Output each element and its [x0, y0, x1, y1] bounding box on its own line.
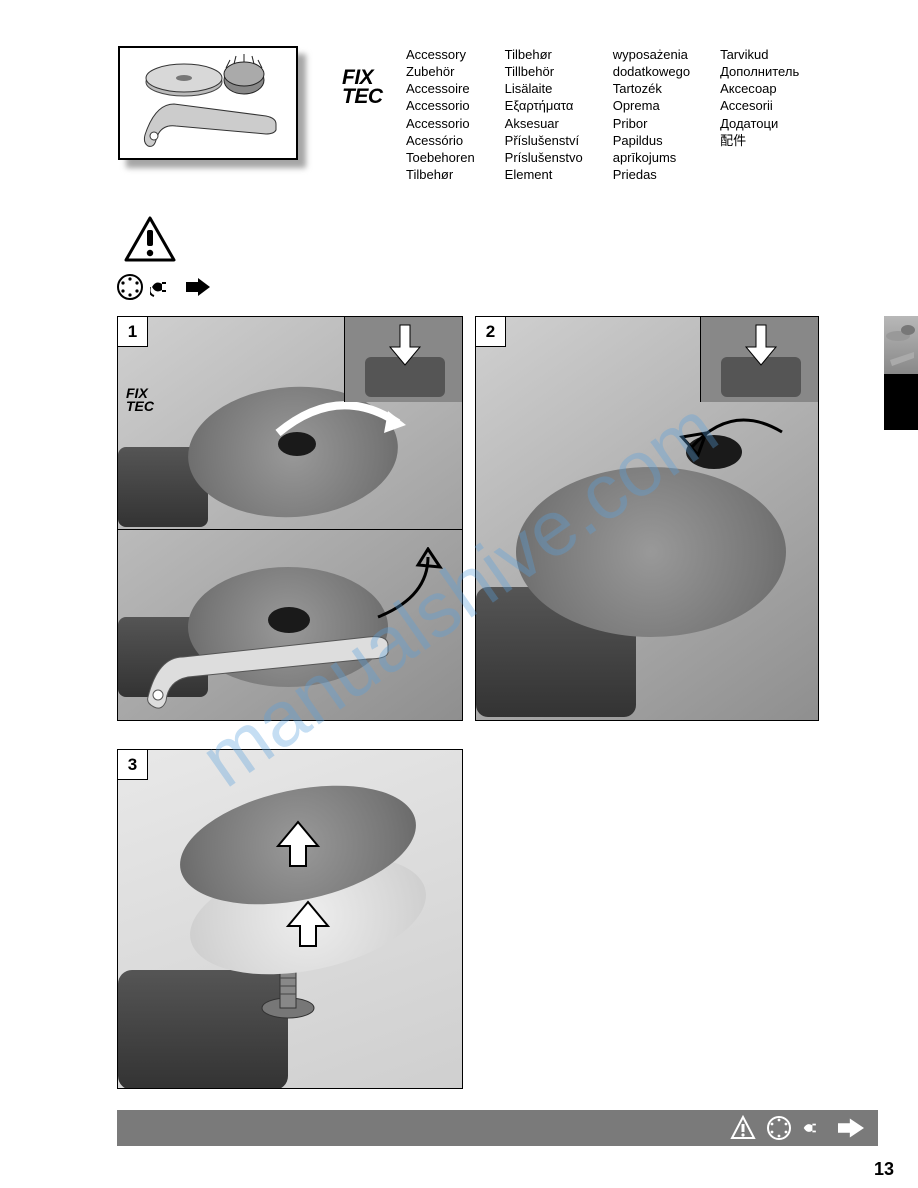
warning-triangle-icon	[124, 216, 176, 262]
arrow-right-icon	[186, 278, 210, 296]
lang-item: Příslušenství	[505, 132, 583, 149]
up-arrow-icon	[268, 820, 328, 870]
lang-item: dodatkowego	[613, 63, 690, 80]
lang-item: Accessory	[406, 46, 475, 63]
spanner-icon	[128, 607, 408, 717]
lang-item: Tartozék	[613, 80, 690, 97]
dial-icon	[766, 1115, 792, 1141]
lang-item: Lisälaite	[505, 80, 583, 97]
safety-icons	[116, 216, 210, 301]
dial-icon	[116, 273, 144, 301]
arrow-right-icon	[838, 1115, 864, 1141]
fixtec-logo-small: FIX TEC	[126, 387, 154, 412]
lang-col-3: wyposażenia dodatkowego Tartozék Oprema …	[613, 46, 690, 183]
accessory-illustration	[118, 46, 320, 176]
lang-item: 配件	[720, 132, 799, 149]
lang-item: Papildus	[613, 132, 690, 149]
lang-item: Accessorio	[406, 97, 475, 114]
plug-icon	[150, 276, 180, 298]
tab-thumb	[884, 316, 918, 374]
lang-item: Zubehör	[406, 63, 475, 80]
lang-item: Toebehoren	[406, 149, 475, 166]
lang-item: Дополнитель	[720, 63, 799, 80]
lang-item: Аксесоар	[720, 80, 799, 97]
lang-col-1: Accessory Zubehör Accessoire Accessorio …	[406, 46, 475, 183]
lang-item: Oprema	[613, 97, 690, 114]
lang-item: aprīkojums	[613, 149, 690, 166]
lang-item: Acessório	[406, 132, 475, 149]
lang-item: Accesorii	[720, 97, 799, 114]
step-panel-1: FIX TEC 1	[117, 316, 463, 721]
step-number: 2	[476, 317, 506, 347]
fixtec-logo: FIX TEC	[342, 68, 383, 107]
plug-icon	[802, 1115, 828, 1141]
press-button-inset	[344, 317, 462, 402]
lang-item: Priedas	[613, 166, 690, 183]
step-number: 3	[118, 750, 148, 780]
lang-item: Element	[505, 166, 583, 183]
warning-triangle-icon	[730, 1115, 756, 1141]
lang-item: Tilbehør	[406, 166, 475, 183]
language-translations: Accessory Zubehör Accessoire Accessorio …	[406, 46, 799, 183]
lang-item: Aksesuar	[505, 115, 583, 132]
rotate-arrow-icon	[672, 397, 792, 467]
lang-col-4: Tarvikud Дополнитель Аксесоар Accesorii …	[720, 46, 799, 183]
lang-item: Додатоци	[720, 115, 799, 132]
lang-item: Tarvikud	[720, 46, 799, 63]
lang-item: Tillbehör	[505, 63, 583, 80]
tab-marker	[884, 374, 918, 430]
lang-item: Tilbehør	[505, 46, 583, 63]
lang-item: Accessoire	[406, 80, 475, 97]
lang-col-2: Tilbehør Tillbehör Lisälaite Εξαρτήματα …	[505, 46, 583, 183]
step-panel-3: 3	[117, 749, 463, 1089]
accessory-svg	[126, 54, 302, 162]
up-arrow-icon	[278, 900, 338, 950]
lang-item: Pribor	[613, 115, 690, 132]
step-number: 1	[118, 317, 148, 347]
fixtec-line2: TEC	[342, 87, 383, 106]
lang-item: Príslušenstvo	[505, 149, 583, 166]
section-tab	[884, 316, 918, 431]
step-panel-2: 2	[475, 316, 819, 721]
bottom-bar	[117, 1110, 878, 1146]
lift-arrow-icon	[368, 547, 458, 627]
lang-item: Accessorio	[406, 115, 475, 132]
manual-page: FIX TEC Accessory Zubehör Accessoire Acc…	[0, 0, 918, 1188]
lang-item: wyposażenia	[613, 46, 690, 63]
lang-item: Εξαρτήματα	[505, 97, 583, 114]
fixtec-sm-line2: TEC	[126, 400, 154, 413]
press-button-inset	[700, 317, 818, 402]
page-number: 13	[874, 1159, 894, 1180]
